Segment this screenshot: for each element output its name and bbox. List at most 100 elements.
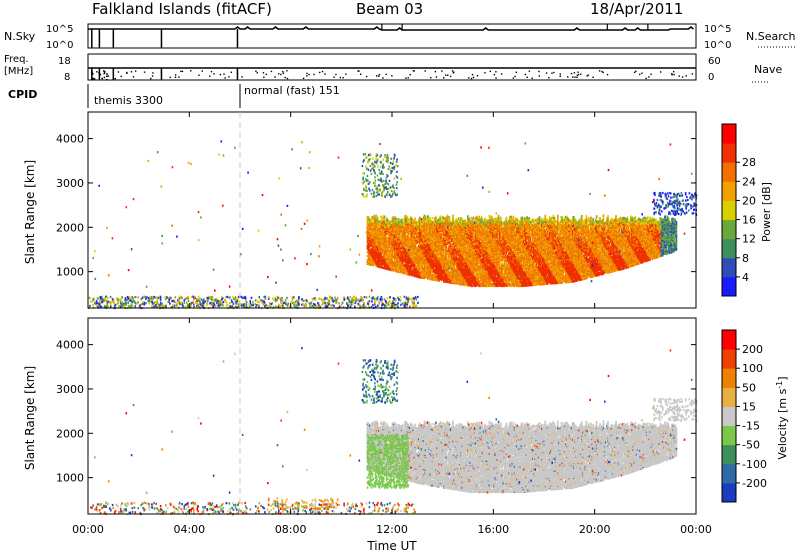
scatter-cell (382, 252, 385, 255)
scatter-cell (425, 254, 428, 257)
nave-dot (559, 73, 561, 75)
scatter-cell (440, 223, 443, 226)
scatter-cell (386, 221, 388, 225)
scatter-cell (440, 268, 443, 271)
nave-dot (574, 76, 576, 78)
scatter-cell (418, 244, 420, 247)
scatter-cell (374, 253, 377, 256)
scatter-cell (419, 254, 421, 257)
freq-tick-top: 18 (58, 56, 71, 67)
power-scatter-cells (88, 140, 698, 310)
scatter-cell (428, 221, 430, 224)
scatter-cell (372, 233, 374, 236)
scatter-cell (415, 273, 418, 276)
scatter-cell (439, 232, 442, 236)
nave-dot (447, 74, 449, 76)
scatter-cell (431, 257, 434, 261)
nave-dot (528, 70, 531, 72)
scatter-cell (435, 253, 437, 256)
scatter-cell (397, 254, 399, 257)
scatter-cell (373, 218, 376, 221)
scatter-cell (371, 244, 373, 247)
scatter-cell (424, 270, 427, 273)
scatter-cell (432, 240, 435, 243)
scatter-cell (436, 236, 438, 239)
scatter-cell (436, 232, 438, 235)
scatter-cell (403, 246, 405, 249)
nave-dot (681, 76, 684, 78)
nave-dot (500, 73, 503, 75)
nsky-trace (88, 25, 694, 31)
nave-dot (633, 71, 636, 74)
scatter-cell (439, 273, 442, 277)
scatter-cell (428, 243, 430, 246)
scatter-cell (381, 265, 384, 268)
nave-dot (602, 71, 604, 74)
scatter-cell (435, 215, 437, 218)
scatter-cell (445, 246, 447, 249)
freq-dropouts (91, 68, 239, 80)
scatter-cell (423, 217, 426, 220)
scatter-cell (438, 217, 441, 220)
scatter-cell (419, 230, 421, 233)
scatter-cell (386, 217, 388, 220)
scatter-cell (443, 237, 445, 240)
scatter-cell (379, 228, 381, 231)
scatter-cell (440, 219, 443, 222)
scatter-cell (398, 242, 401, 245)
scatter-cell (379, 225, 381, 228)
scatter-cell (374, 242, 377, 245)
scatter-cell (430, 246, 433, 249)
scatter-cell (397, 265, 399, 268)
scatter-cell (388, 239, 390, 242)
nave-dot (531, 77, 533, 80)
scatter-cell (394, 251, 396, 254)
scatter-cell (388, 220, 390, 223)
scatter-cell (412, 231, 414, 234)
nave-dot (382, 77, 384, 79)
scatter-cell (439, 237, 442, 240)
scatter-cell (388, 249, 390, 252)
scatter-cell (440, 272, 443, 275)
scatter-cell (405, 268, 407, 272)
nave-dot (342, 77, 344, 79)
nave-dot (434, 70, 437, 73)
nave-dot (377, 75, 380, 77)
scatter-cell (438, 263, 441, 266)
scatter-cell (402, 269, 404, 272)
scatter-cell (381, 240, 384, 243)
scatter-cell (405, 215, 407, 218)
scatter-cell (372, 216, 374, 219)
scatter-cell (375, 263, 378, 266)
scatter-cell (436, 272, 438, 275)
scatter-cell (424, 243, 427, 246)
scatter-cell (413, 235, 415, 238)
scatter-cell (368, 228, 371, 231)
scatter-cell (420, 226, 422, 229)
scatter-cell (387, 246, 389, 249)
scatter-cell (438, 248, 441, 251)
scatter-cell (404, 238, 406, 241)
scatter-cell (371, 260, 373, 263)
scatter-cell (367, 233, 370, 236)
scatter-cell (431, 220, 434, 223)
scatter-cell (386, 224, 388, 227)
nave-dot (143, 71, 146, 73)
scatter-cell (376, 216, 379, 219)
scatter-cell (367, 249, 370, 252)
scatter-cell (395, 260, 397, 263)
scatter-cell (441, 251, 444, 255)
scatter-cell (427, 251, 429, 254)
scatter-cell (422, 246, 425, 249)
scatter-cell (405, 265, 407, 268)
nave-dot (443, 77, 445, 79)
scatter-cell (438, 231, 441, 234)
nave-dot (282, 72, 285, 74)
scatter-cell (414, 248, 417, 251)
scatter-cell (436, 241, 438, 244)
scatter-cell (407, 217, 410, 220)
scatter-cell (420, 266, 422, 269)
nave-dots (91, 70, 694, 81)
scatter-cell (432, 258, 435, 261)
scatter-cell (366, 220, 369, 223)
